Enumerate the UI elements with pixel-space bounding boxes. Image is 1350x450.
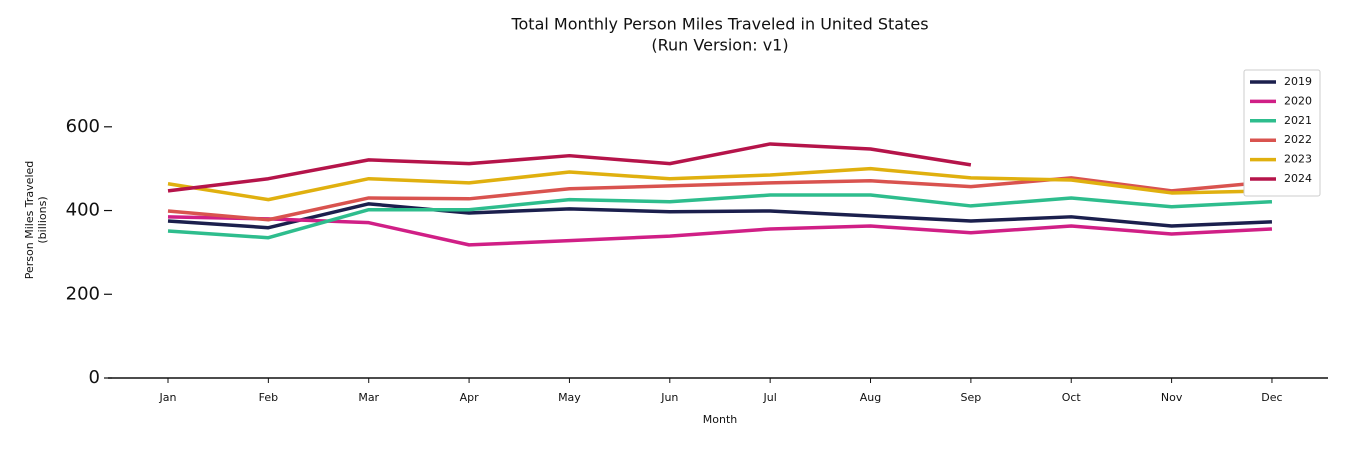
legend-label: 2022 <box>1284 133 1312 146</box>
x-tick-label: Feb <box>259 391 278 404</box>
x-tick-label: Oct <box>1062 391 1082 404</box>
x-tick-label: Jun <box>660 391 678 404</box>
x-tick-label: Aug <box>860 391 881 404</box>
x-tick-label: Dec <box>1261 391 1282 404</box>
y-tick-label: 0 <box>89 367 100 388</box>
x-tick-label: Mar <box>358 391 379 404</box>
series-line <box>167 166 1272 202</box>
series-line <box>167 176 1273 222</box>
chart-subtitle: (Run Version: v1) <box>651 36 788 55</box>
x-tick-label: Nov <box>1161 391 1183 404</box>
series-line <box>167 142 972 193</box>
x-tick-label: Apr <box>460 391 480 404</box>
legend-label: 2020 <box>1284 94 1312 107</box>
legend-label: 2024 <box>1284 172 1312 185</box>
series-line <box>167 215 1273 247</box>
y-axis-label: Person Miles Traveled <box>23 161 36 280</box>
series-line <box>167 193 1273 240</box>
x-tick-label: May <box>558 391 581 404</box>
y-tick-label: 400 <box>66 200 100 221</box>
legend-label: 2019 <box>1284 75 1312 88</box>
legend: 2019 2020 2021 2022 2023 2024 <box>1243 69 1321 197</box>
x-tick-label: Sep <box>961 391 982 404</box>
x-tick-label: Jul <box>763 391 777 404</box>
x-axis-label: Month <box>703 413 738 426</box>
x-tick-label: Jan <box>159 391 177 404</box>
legend-label: 2023 <box>1284 153 1312 166</box>
legend-label: 2021 <box>1284 114 1312 127</box>
series-line <box>167 202 1273 230</box>
y-axis-unit: (billions) <box>36 196 49 243</box>
y-tick-label: 200 <box>66 283 100 304</box>
chart-title: Total Monthly Person Miles Traveled in U… <box>510 15 928 34</box>
y-tick-label: 600 <box>66 116 100 137</box>
